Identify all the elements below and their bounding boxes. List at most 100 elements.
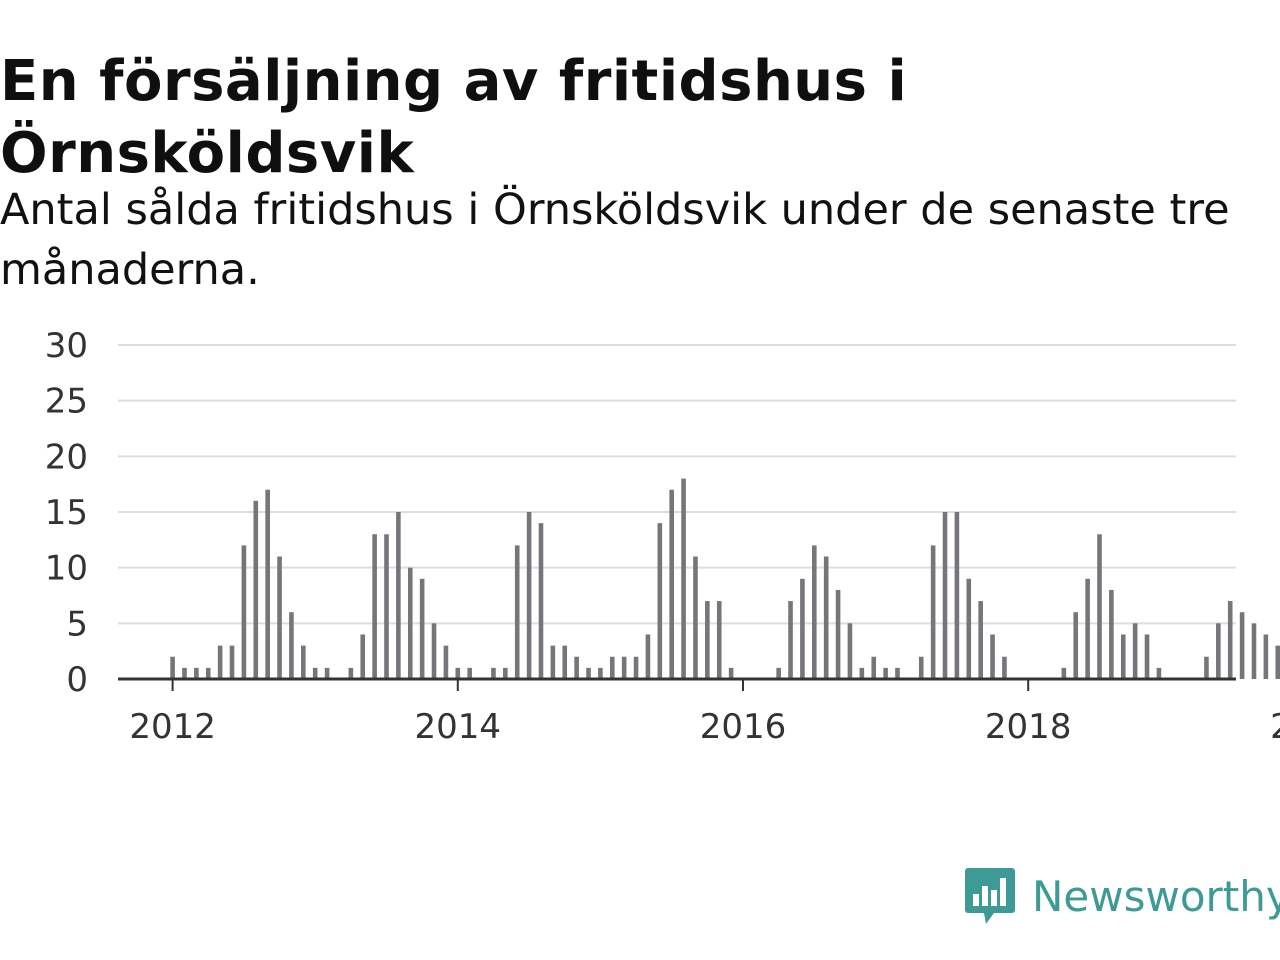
bar <box>396 512 401 679</box>
bar <box>823 556 829 679</box>
bar <box>1002 656 1007 679</box>
bar <box>812 545 817 679</box>
newsworthy-brand[interactable]: Newsworthy <box>964 864 1280 928</box>
bar <box>586 667 591 679</box>
bar <box>728 667 734 679</box>
bar <box>918 656 924 679</box>
bars <box>170 478 1280 679</box>
bar <box>170 656 175 679</box>
y-tick-label: 25 <box>45 382 88 422</box>
bar <box>1251 623 1257 679</box>
bar <box>1061 667 1067 679</box>
bar <box>277 556 282 679</box>
x-tick-label: 2020 <box>1270 707 1280 747</box>
bar <box>621 656 627 679</box>
bar <box>776 667 781 679</box>
bar <box>384 534 389 679</box>
x-tick-label: 2012 <box>129 707 216 747</box>
bar <box>669 489 674 679</box>
gridlines <box>118 344 1236 625</box>
bar <box>1263 634 1269 679</box>
y-tick-label: 15 <box>45 493 88 533</box>
bar <box>705 601 710 679</box>
bar <box>1275 645 1280 679</box>
bar <box>942 512 948 679</box>
bar <box>1216 623 1221 679</box>
bar <box>360 634 366 679</box>
bar <box>467 667 472 679</box>
bar <box>289 612 294 679</box>
bar <box>574 656 579 679</box>
y-tick-label: 10 <box>45 549 88 589</box>
bar <box>348 667 354 679</box>
bar <box>645 634 651 679</box>
bar <box>455 667 461 679</box>
bar <box>1085 578 1090 679</box>
bar <box>1227 601 1233 679</box>
bar <box>526 512 532 679</box>
bar <box>205 667 211 679</box>
bar <box>1144 634 1150 679</box>
bar <box>681 478 686 679</box>
chart-subtitle: Antal sålda fritidshus i Örnsköldsvik un… <box>0 185 1230 295</box>
bar <box>1120 634 1126 679</box>
bar <box>990 634 995 679</box>
bar <box>693 556 698 679</box>
bar <box>633 656 639 679</box>
bar <box>372 534 377 679</box>
bar <box>265 489 270 679</box>
bar <box>847 623 853 679</box>
bar <box>1132 623 1138 679</box>
newsworthy-logo-icon <box>965 868 1015 924</box>
bar <box>419 578 425 679</box>
bar <box>1109 589 1114 679</box>
bar <box>1204 656 1209 679</box>
bar <box>550 645 556 679</box>
brand-name: Newsworthy <box>1032 871 1280 921</box>
x-tick-label: 2016 <box>700 707 787 747</box>
bar <box>883 667 888 679</box>
bar <box>503 667 508 679</box>
x-tick-label: 2018 <box>985 707 1072 747</box>
bar <box>930 545 936 679</box>
bar <box>966 578 972 679</box>
y-tick-label: 5 <box>66 604 88 644</box>
x-axis-ticks: 20122014201620182020202220242026 <box>129 679 1280 747</box>
bar <box>241 545 247 679</box>
bar <box>835 589 841 679</box>
bar <box>491 667 496 679</box>
bar <box>800 578 805 679</box>
y-axis-ticks: 0 5 10 15 20 25 30 <box>45 326 88 700</box>
bar <box>312 667 318 679</box>
chart-title: En försäljning av fritidshus i Örnskölds… <box>0 49 908 186</box>
bar <box>253 500 259 679</box>
bar <box>514 545 520 679</box>
bar <box>229 645 235 679</box>
bar <box>562 645 568 679</box>
y-tick-label: 20 <box>45 437 88 477</box>
bar <box>182 667 187 679</box>
y-tick-label: 0 <box>66 660 88 700</box>
bar <box>954 512 960 679</box>
bar <box>324 667 330 679</box>
bar <box>716 601 722 679</box>
bar <box>1239 612 1245 679</box>
bar <box>217 645 223 679</box>
bar <box>1097 534 1102 679</box>
bar <box>538 523 544 679</box>
bar <box>598 667 603 679</box>
bar <box>609 656 615 679</box>
bar <box>1073 612 1079 679</box>
bar <box>407 567 413 679</box>
bar <box>194 667 199 679</box>
x-tick-label: 2014 <box>415 707 502 747</box>
bar <box>443 645 449 679</box>
bar <box>657 523 663 679</box>
y-tick-label: 30 <box>45 326 88 366</box>
bar <box>895 667 900 679</box>
bar <box>871 656 877 679</box>
bar <box>431 623 437 679</box>
bar <box>1156 667 1162 679</box>
bar <box>978 601 983 679</box>
